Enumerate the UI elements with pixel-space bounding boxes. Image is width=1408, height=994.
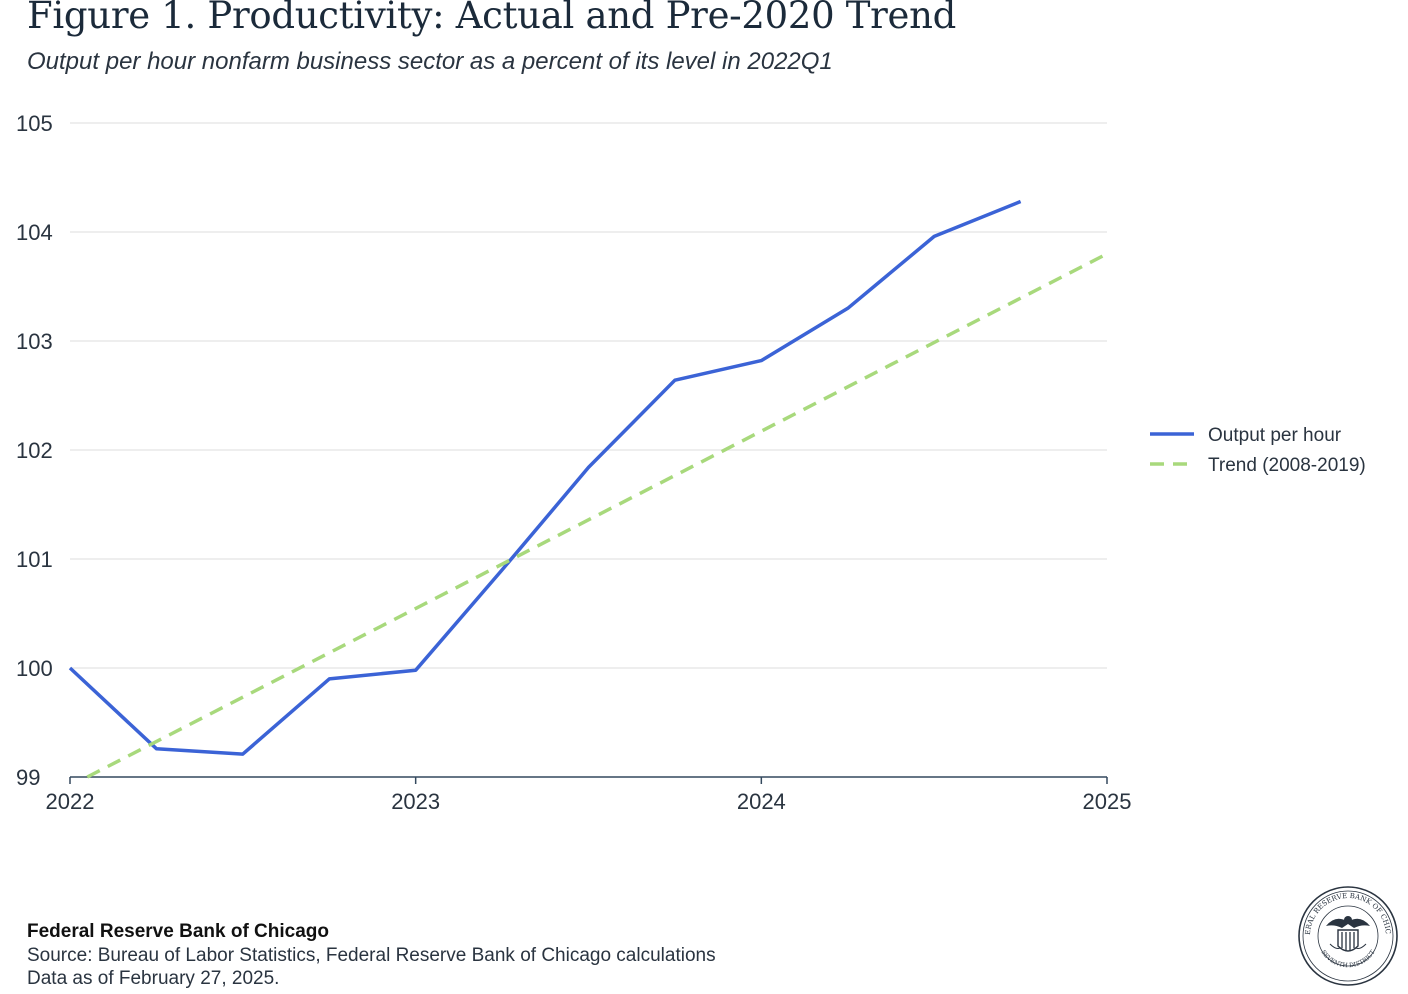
footer-date: Data as of February 27, 2025. — [27, 968, 280, 989]
y-tick-label: 104 — [16, 220, 53, 245]
x-tick-label: 2022 — [46, 789, 95, 814]
x-tick-label: 2024 — [737, 789, 786, 814]
footer-org: Federal Reserve Bank of Chicago — [27, 921, 329, 942]
svg-text:FEDERAL RESERVE BANK OF CHICAG: FEDERAL RESERVE BANK OF CHICAGO — [1296, 884, 1392, 935]
line-chart: 99 100 101 102 103 104 105 2022 2023 2024 2025 Outp… — [16, 111, 1366, 814]
svg-text:SEVENTH DISTRICT: SEVENTH DISTRICT — [1319, 949, 1376, 969]
legend-label: Trend (2008-2019) — [1208, 455, 1366, 476]
chart-title: Figure 1. Productivity: Actual and Pre-2… — [27, 0, 957, 37]
trend-series-line — [86, 252, 1108, 779]
x-tick-label: 2025 — [1083, 789, 1132, 814]
output-series-line — [68, 199, 1022, 756]
federal-reserve-seal-logo: FEDERAL RESERVE BANK OF CHICAGO SEVENTH … — [1296, 884, 1398, 986]
footer: Federal Reserve Bank of Chicago Source: … — [27, 920, 716, 990]
y-tick-label: 105 — [16, 111, 53, 136]
y-tick-label: 103 — [16, 329, 53, 354]
x-tick-label: 2023 — [391, 789, 440, 814]
y-tick-label: 102 — [16, 438, 53, 463]
chart-subtitle: Output per hour nonfarm business sector … — [27, 48, 833, 75]
y-tick-label: 101 — [16, 547, 53, 572]
y-tick-label: 100 — [16, 656, 53, 681]
footer-source: Source: Bureau of Labor Statistics, Fede… — [27, 945, 716, 966]
y-tick-label: 99 — [16, 765, 40, 790]
legend-label: Output per hour — [1208, 425, 1342, 446]
